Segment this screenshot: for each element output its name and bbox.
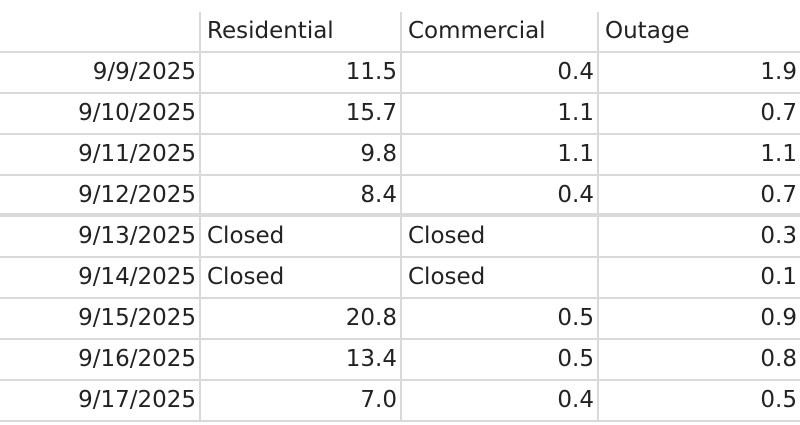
residential-cell[interactable]: 11.5: [201, 53, 402, 94]
commercial-cell[interactable]: 0.5: [402, 299, 599, 340]
commercial-cell[interactable]: 1.1: [402, 135, 599, 176]
outage-cell[interactable]: 0.7: [599, 176, 800, 217]
residential-cell[interactable]: 13.4: [201, 340, 402, 381]
residential-cell[interactable]: 8.4: [201, 176, 402, 217]
date-cell[interactable]: 9/15/2025: [0, 299, 201, 340]
spreadsheet-grid: Residential Commercial Outage 9/9/2025 11…: [0, 12, 800, 422]
date-cell[interactable]: 9/14/2025: [0, 258, 201, 299]
header-cell-residential[interactable]: Residential: [201, 12, 402, 53]
outage-cell[interactable]: 0.5: [599, 381, 800, 422]
commercial-cell[interactable]: 1.1: [402, 94, 599, 135]
commercial-cell[interactable]: Closed: [402, 258, 599, 299]
residential-cell[interactable]: 9.8: [201, 135, 402, 176]
outage-cell[interactable]: 0.3: [599, 217, 800, 258]
commercial-cell[interactable]: Closed: [402, 217, 599, 258]
header-cell-commercial[interactable]: Commercial: [402, 12, 599, 53]
outage-cell[interactable]: 1.9: [599, 53, 800, 94]
date-cell[interactable]: 9/10/2025: [0, 94, 201, 135]
commercial-cell[interactable]: 0.5: [402, 340, 599, 381]
residential-cell[interactable]: 15.7: [201, 94, 402, 135]
date-cell[interactable]: 9/13/2025: [0, 217, 201, 258]
residential-cell[interactable]: Closed: [201, 258, 402, 299]
outage-cell[interactable]: 0.9: [599, 299, 800, 340]
outage-cell[interactable]: 0.1: [599, 258, 800, 299]
date-cell[interactable]: 9/12/2025: [0, 176, 201, 217]
commercial-cell[interactable]: 0.4: [402, 176, 599, 217]
outage-cell[interactable]: 1.1: [599, 135, 800, 176]
residential-cell[interactable]: 20.8: [201, 299, 402, 340]
date-cell[interactable]: 9/9/2025: [0, 53, 201, 94]
residential-cell[interactable]: Closed: [201, 217, 402, 258]
header-cell-outage[interactable]: Outage: [599, 12, 800, 53]
header-cell-date[interactable]: [0, 12, 201, 53]
residential-cell[interactable]: 7.0: [201, 381, 402, 422]
outage-cell[interactable]: 0.8: [599, 340, 800, 381]
date-cell[interactable]: 9/17/2025: [0, 381, 201, 422]
date-cell[interactable]: 9/11/2025: [0, 135, 201, 176]
commercial-cell[interactable]: 0.4: [402, 53, 599, 94]
date-cell[interactable]: 9/16/2025: [0, 340, 201, 381]
outage-cell[interactable]: 0.7: [599, 94, 800, 135]
commercial-cell[interactable]: 0.4: [402, 381, 599, 422]
